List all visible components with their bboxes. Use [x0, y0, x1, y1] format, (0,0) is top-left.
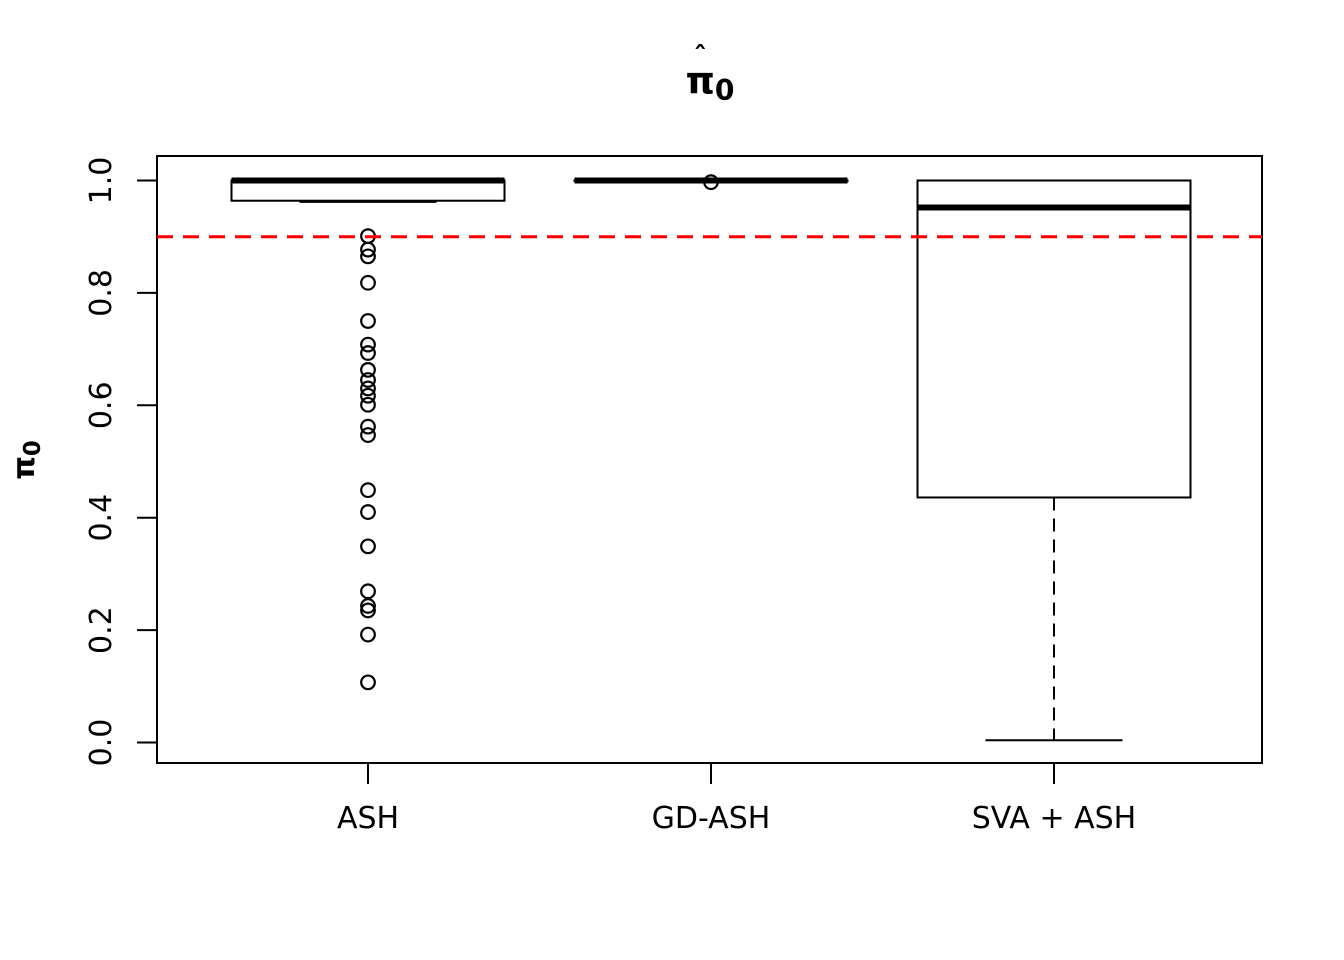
outlier-point — [360, 482, 376, 499]
outlier-point — [360, 598, 376, 614]
outlier-point — [360, 336, 376, 353]
box-ASH — [230, 179, 506, 202]
outlier-point — [360, 372, 376, 388]
outlier-point — [360, 241, 376, 258]
y-tick-label: 1.0 — [84, 157, 119, 205]
outlier-point — [360, 602, 376, 619]
y-tick-label: 0.6 — [84, 381, 119, 429]
outlier-point — [360, 387, 376, 404]
x-category-label: SVA + ASH — [972, 801, 1137, 836]
outlier-point — [360, 583, 376, 600]
title-pi-symbol: π — [685, 59, 715, 103]
y-tick-label: 0.2 — [84, 606, 119, 654]
outlier-point — [360, 361, 376, 378]
outlier-point — [360, 427, 376, 443]
outlier-point — [360, 674, 376, 691]
outlier-point — [360, 248, 376, 265]
outlier-point — [360, 313, 376, 329]
title-subscript: 0 — [714, 74, 735, 108]
plot-border — [156, 155, 1263, 764]
outlier-point — [703, 174, 719, 191]
outlier-point — [360, 380, 376, 397]
box-SVA + ASH — [916, 179, 1192, 499]
x-category-label: GD-ASH — [652, 801, 771, 836]
x-category-label: ASH — [337, 801, 399, 836]
outlier-point — [360, 626, 376, 643]
outlier-point — [360, 418, 376, 435]
y-tick-label: 0.0 — [84, 719, 119, 767]
outlier-point — [360, 396, 376, 413]
y-tick-label: 0.8 — [84, 269, 119, 317]
y-tick-label: 0.4 — [84, 494, 119, 542]
outlier-point — [360, 345, 376, 361]
outlier-point — [360, 538, 376, 555]
chart-title: ˆ π 0 — [685, 44, 735, 105]
outlier-point — [360, 274, 376, 291]
outlier-point — [360, 504, 376, 520]
